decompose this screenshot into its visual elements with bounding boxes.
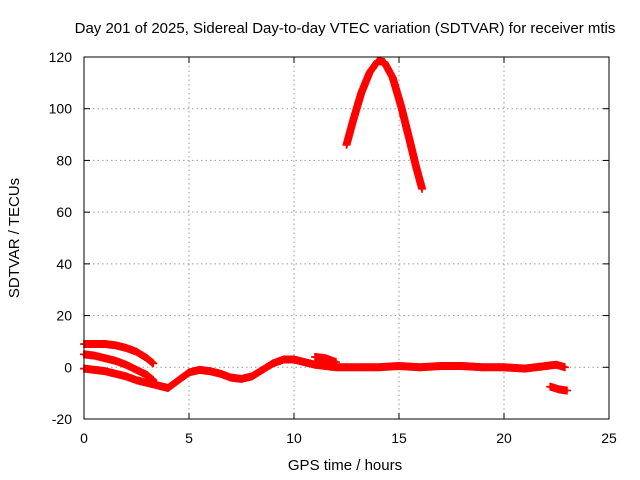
y-tick-label: 0: [64, 359, 72, 375]
series-2: [80, 355, 569, 392]
series-1: [80, 350, 158, 385]
x-tick-label: 5: [185, 430, 193, 446]
data-point: [332, 358, 340, 367]
y-tick-label: 80: [56, 152, 72, 168]
chart-title: Day 201 of 2025, Sidereal Day-to-day VTE…: [75, 20, 616, 37]
y-axis-ticks: -20 0 20 40 60 80 100 120: [49, 49, 609, 427]
series-4: [546, 382, 571, 395]
x-tick-label: 0: [80, 430, 88, 446]
y-axis-label: SDTVAR / TECUs: [6, 178, 23, 298]
x-tick-label: 10: [286, 430, 302, 446]
series-5: [342, 56, 427, 193]
y-tick-label: 60: [56, 204, 72, 220]
y-tick-label: 100: [49, 101, 73, 117]
x-tick-label: 25: [601, 430, 617, 446]
x-tick-label: 20: [496, 430, 512, 446]
data-point: [149, 359, 158, 368]
x-tick-label: 15: [391, 430, 407, 446]
data-point: [563, 386, 571, 395]
data-point: [418, 184, 427, 193]
series-0: [80, 340, 158, 368]
y-tick-label: -20: [52, 411, 72, 427]
plot-border: [83, 56, 610, 420]
data-points: [80, 56, 571, 395]
series-3: [311, 352, 340, 367]
y-tick-label: 20: [56, 308, 72, 324]
x-axis-label: GPS time / hours: [288, 457, 402, 474]
y-tick-label: 40: [56, 256, 72, 272]
data-point: [560, 363, 569, 372]
y-tick-label: 120: [49, 49, 73, 65]
